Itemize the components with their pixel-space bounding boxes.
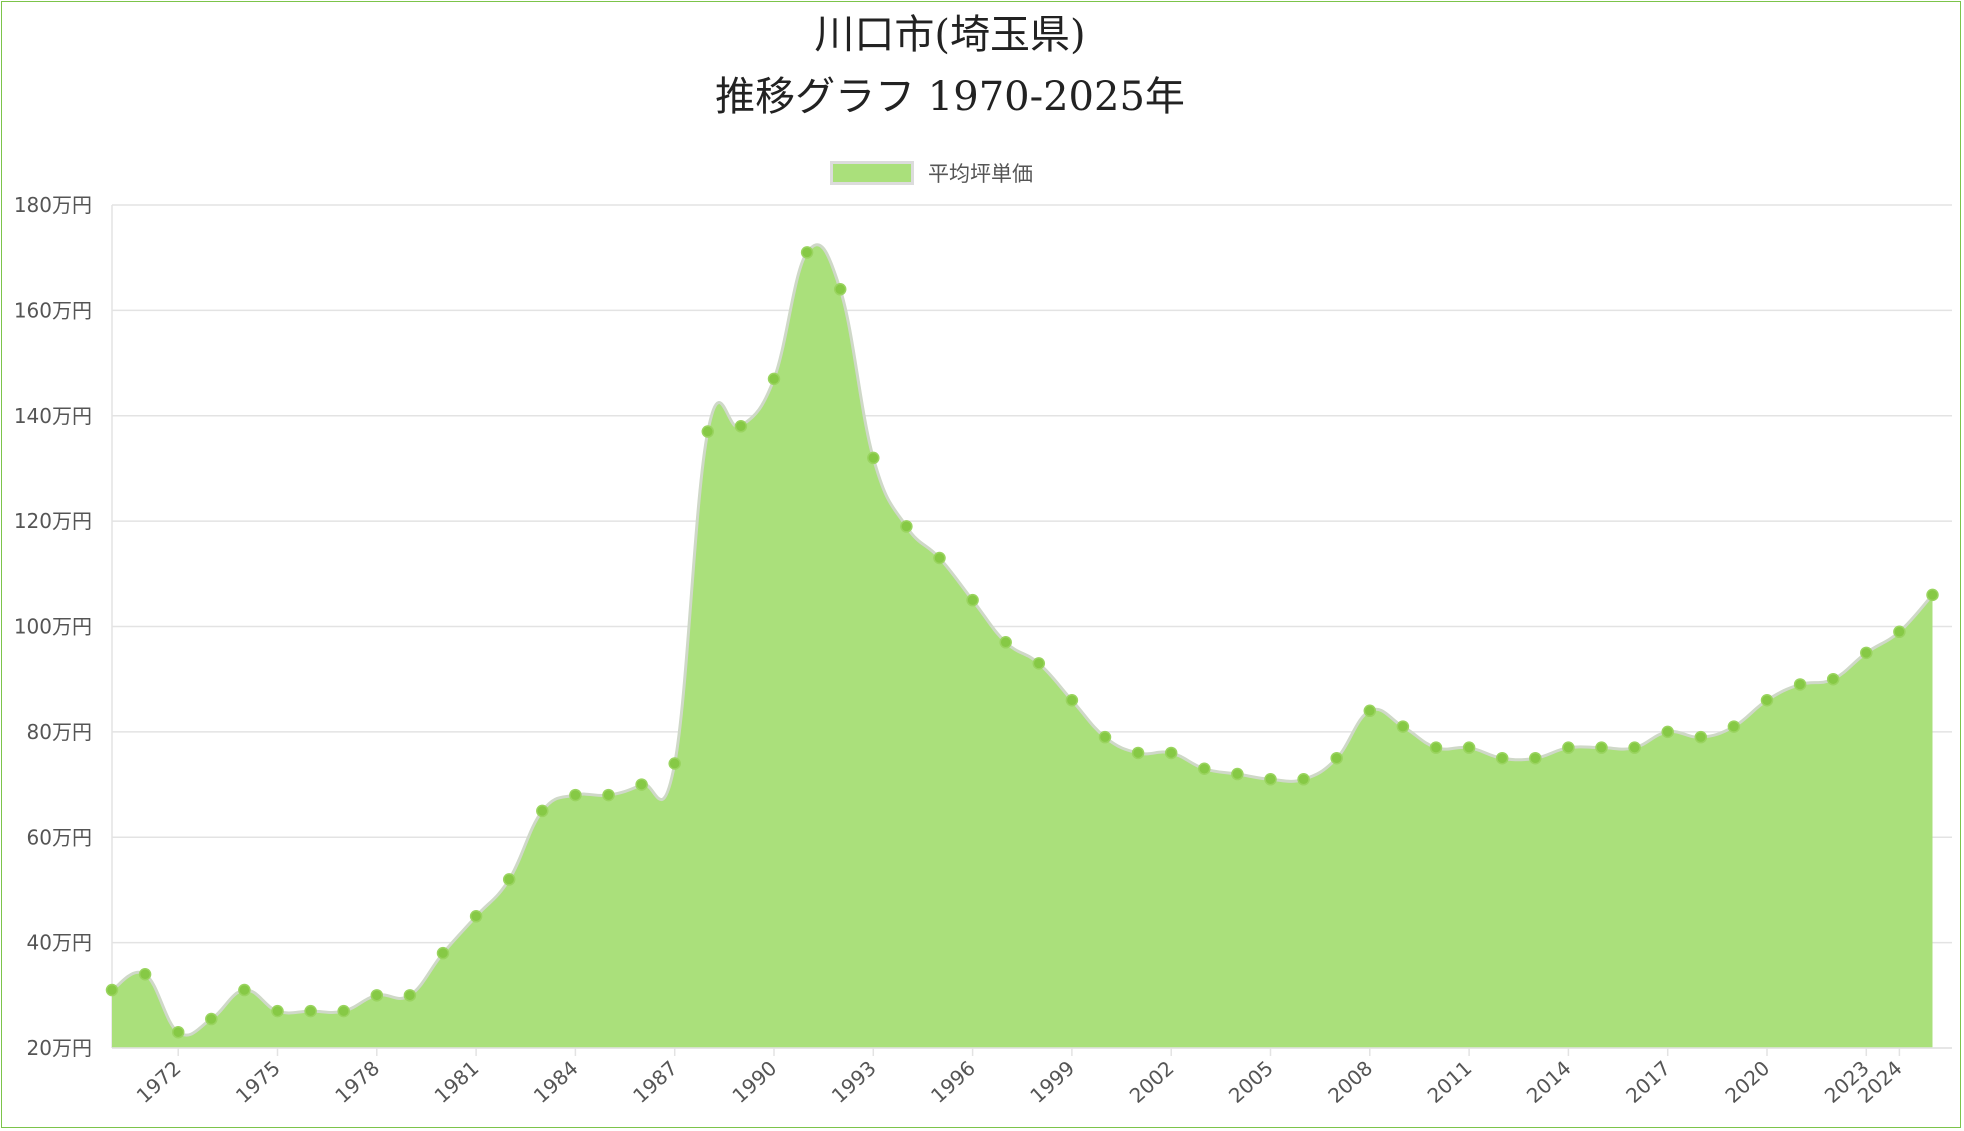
data-point [502,873,516,886]
data-point [1231,767,1244,781]
x-tick-label: 1987 [628,1056,682,1108]
data-point [171,1025,185,1039]
data-point [1198,762,1211,776]
x-tick-label: 2005 [1224,1056,1278,1108]
x-tick-label: 1978 [330,1056,384,1108]
data-point [1893,625,1906,639]
y-tick-label: 40万円 [27,931,92,955]
y-tick-label: 120万円 [14,509,92,533]
x-tick-label: 2017 [1621,1056,1675,1108]
data-point [1826,672,1840,686]
data-point [1793,678,1807,691]
legend[interactable]: 平均坪単価 [830,158,1033,188]
data-point [1297,773,1310,786]
data-point [933,551,946,565]
data-point [900,520,913,533]
y-tick-label: 60万円 [27,825,92,849]
data-point [602,788,615,802]
series-line [111,243,1934,1037]
data-point [469,910,483,923]
data-point [1661,725,1674,739]
x-tick-label: 2008 [1323,1056,1377,1108]
data-point [370,989,384,1002]
data-point [403,989,417,1002]
data-point [1926,588,1939,602]
y-tick-label: 100万円 [14,615,92,639]
x-tick-label: 1999 [1025,1056,1079,1108]
x-tick-label: 1996 [926,1056,980,1108]
data-point [1065,694,1079,707]
data-point [767,372,781,386]
x-tick-label: 1981 [430,1056,484,1108]
x-tick-label: 1990 [727,1056,781,1108]
x-tick-label: 1975 [231,1056,285,1108]
data-point [304,1004,317,1018]
data-point [867,451,880,465]
data-point [1595,741,1608,754]
x-tick-label: 1993 [827,1056,881,1108]
data-point [1529,751,1542,765]
data-point [436,946,450,960]
data-point [569,788,582,802]
data-point [1429,741,1443,754]
data-point [668,757,681,770]
data-point [238,983,251,997]
data-point [1264,773,1277,786]
data-point [1462,741,1476,754]
x-tick-label: 1972 [132,1056,186,1108]
data-point [536,804,549,818]
data-point [205,1012,218,1026]
data-point [1727,720,1741,733]
chart-title: 川口市(埼玉県) 推移グラフ 1970-2025年 [0,4,1900,128]
x-tick-label: 2011 [1423,1056,1477,1108]
data-point [1032,657,1046,670]
data-point [635,778,648,791]
data-point [1694,730,1708,744]
data-point [105,983,119,997]
title-line-1: 川口市(埼玉県) [814,12,1086,58]
data-point [1131,746,1145,760]
data-point [1628,741,1641,754]
data-point [701,425,715,438]
data-point [734,420,748,433]
legend-swatch [830,161,914,185]
data-point [138,967,152,981]
y-tick-label: 20万円 [27,1036,92,1060]
data-point [1098,730,1112,744]
data-point [1396,720,1410,733]
legend-label: 平均坪単価 [928,162,1033,186]
x-tick-label: 1984 [529,1056,583,1108]
data-point [1363,704,1377,718]
x-tick-label: 2014 [1522,1056,1576,1108]
data-point [271,1004,284,1018]
data-point [999,636,1012,649]
data-point [1562,741,1575,754]
area-fill [112,244,1933,1048]
data-point [1164,746,1178,760]
data-point [1760,694,1774,707]
data-point [337,1004,350,1018]
data-point [800,246,814,259]
data-point [833,283,847,296]
y-tick-label: 140万円 [14,404,92,428]
data-point [1495,751,1509,765]
data-point [1330,751,1343,765]
y-tick-label: 160万円 [14,298,92,322]
y-tick-label: 80万円 [27,720,92,744]
y-tick-label: 180万円 [14,193,92,217]
data-point [1860,646,1873,660]
title-line-2: 推移グラフ 1970-2025年 [715,74,1185,120]
data-point [966,593,979,607]
x-tick-label: 2002 [1125,1056,1179,1108]
x-tick-label: 2020 [1720,1056,1774,1108]
